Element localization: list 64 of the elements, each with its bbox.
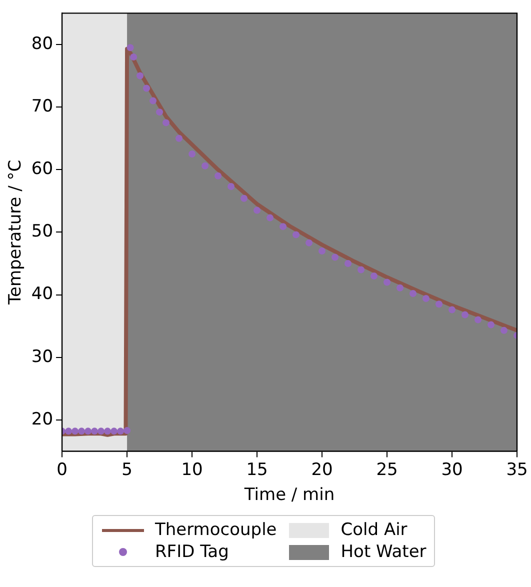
point bbox=[124, 427, 131, 434]
point bbox=[370, 272, 378, 280]
point bbox=[266, 214, 274, 222]
point bbox=[332, 254, 339, 261]
point bbox=[384, 278, 391, 286]
point bbox=[448, 306, 456, 314]
point bbox=[136, 72, 144, 80]
point bbox=[240, 194, 248, 202]
legend-label: RFID Tag bbox=[155, 542, 230, 562]
point bbox=[65, 428, 72, 435]
point bbox=[306, 239, 313, 246]
point bbox=[91, 428, 98, 435]
point bbox=[117, 428, 124, 435]
x-tick-label: 0 bbox=[56, 460, 68, 480]
y-tick-label: 70 bbox=[31, 96, 54, 116]
point bbox=[202, 162, 209, 170]
x-tick-label: 15 bbox=[246, 460, 268, 480]
x-tick-label: 10 bbox=[181, 460, 203, 480]
point bbox=[156, 108, 164, 116]
x-tick-label: 25 bbox=[376, 460, 398, 480]
legend-label: Cold Air bbox=[340, 520, 408, 540]
point bbox=[72, 428, 79, 435]
point bbox=[254, 206, 261, 214]
point bbox=[214, 172, 222, 180]
point bbox=[84, 428, 92, 435]
point bbox=[344, 260, 352, 267]
y-tick-label: 80 bbox=[31, 34, 54, 54]
x-tick-label: 5 bbox=[122, 460, 132, 480]
point bbox=[110, 428, 118, 435]
legend-label: Hot Water bbox=[340, 542, 426, 562]
point bbox=[188, 150, 196, 158]
y-tick-label: 50 bbox=[31, 222, 54, 242]
x-tick-label: 20 bbox=[311, 460, 333, 480]
point bbox=[176, 134, 183, 142]
point bbox=[396, 284, 404, 292]
point bbox=[422, 295, 430, 302]
point bbox=[358, 266, 365, 274]
point bbox=[292, 231, 300, 238]
y-tick-label: 40 bbox=[31, 284, 54, 304]
point bbox=[130, 54, 138, 60]
y-tick-label: 20 bbox=[31, 409, 54, 430]
point bbox=[318, 247, 326, 254]
point bbox=[488, 321, 494, 328]
point bbox=[78, 428, 86, 435]
x-axis-title: Time / min bbox=[243, 485, 335, 506]
point bbox=[410, 290, 417, 298]
point bbox=[228, 183, 235, 190]
point bbox=[436, 300, 443, 308]
point bbox=[143, 84, 150, 92]
y-tick-label: 30 bbox=[31, 346, 54, 367]
point bbox=[280, 223, 287, 230]
point bbox=[474, 316, 482, 324]
x-tick-label: 35 bbox=[506, 460, 528, 480]
point bbox=[162, 119, 170, 126]
y-axis-title: Temperature / °C bbox=[6, 160, 26, 306]
y-tick-label: 60 bbox=[31, 159, 54, 180]
point bbox=[462, 311, 469, 318]
legend-label: Thermocouple bbox=[155, 520, 277, 540]
point bbox=[126, 44, 134, 52]
point bbox=[104, 428, 112, 435]
point bbox=[500, 326, 508, 334]
x-tick-label: 30 bbox=[441, 460, 463, 480]
point bbox=[98, 428, 105, 435]
point bbox=[150, 97, 157, 104]
